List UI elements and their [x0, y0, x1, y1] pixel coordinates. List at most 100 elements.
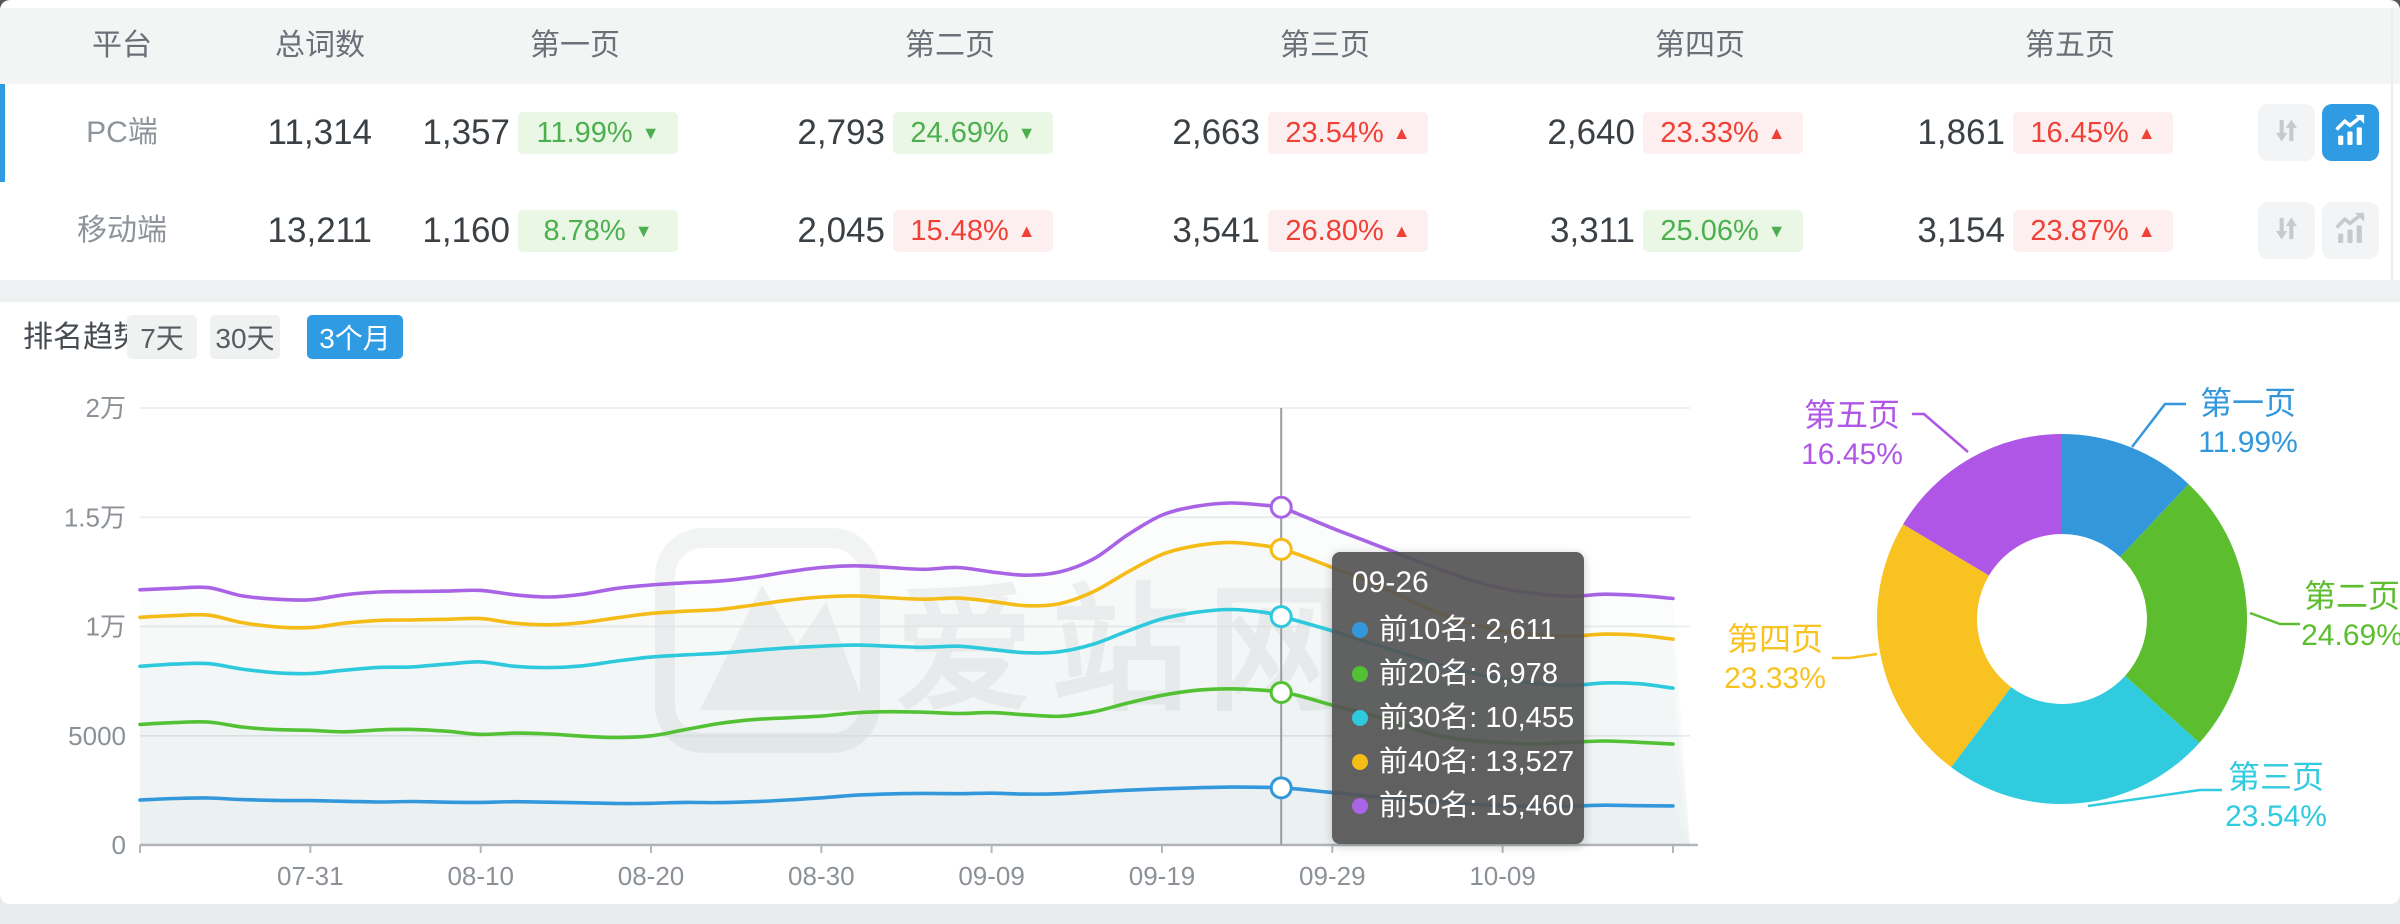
y-axis-tick-label: 1.5万	[64, 502, 126, 532]
tab-range-30天[interactable]: 30天	[210, 315, 280, 359]
column-header: 第一页	[530, 29, 620, 62]
percent-value: 11.99%	[536, 116, 633, 149]
donut-label-percent: 24.69%	[2301, 619, 2400, 653]
tooltip-series-value: 前30名: 10,455	[1379, 702, 1575, 734]
arrow-up-icon: ▲	[2137, 221, 2156, 241]
arrow-down-icon: ▼	[1767, 221, 1786, 241]
trend-section-title: 排名趋势	[23, 321, 143, 354]
donut-label-percent: 23.33%	[1724, 662, 1826, 696]
section-divider	[0, 280, 2400, 302]
tab-range-7天[interactable]: 7天	[127, 315, 197, 359]
donut-leader-line	[1832, 652, 1878, 660]
page-distribution-donut-chart[interactable]	[1680, 350, 2400, 904]
trend-chart-icon	[2334, 212, 2367, 250]
donut-slice-第五页	[1903, 434, 2062, 576]
sort-arrows-button[interactable]	[2258, 202, 2315, 259]
page-count-value: 2,045	[797, 211, 885, 250]
page-count-value: 3,311	[1550, 211, 1635, 250]
sort-arrows-button[interactable]	[2258, 104, 2315, 161]
percent-change-badge: 26.80% ▲	[1268, 210, 1428, 252]
x-axis-tick-label: 08-20	[618, 861, 685, 891]
arrow-up-icon: ▲	[1767, 123, 1786, 143]
hover-marker	[1269, 681, 1293, 704]
tooltip-series-value: 前40名: 13,527	[1379, 746, 1575, 778]
dashboard-panel: 平台 总词数 第一页 第二页 第三页 第四页 第五页 PC端 11,314 1,357 11.99…	[0, 8, 2400, 904]
donut-label-name: 第四页	[1726, 621, 1823, 657]
x-axis-tick-label: 10-09	[1469, 861, 1536, 891]
x-axis-tick-label: 07-31	[277, 861, 344, 891]
tooltip-series-row: 前30名: 10,455	[1352, 696, 1574, 740]
donut-leader-line	[1912, 412, 1969, 453]
page-count-value: 1,160	[422, 211, 510, 250]
trend-chart-button[interactable]	[2322, 202, 2379, 259]
page-count-value: 1,861	[1917, 113, 2005, 152]
selected-row-indicator	[0, 84, 5, 182]
percent-value: 25.06%	[1660, 214, 1759, 247]
percent-change-badge: 11.99% ▼	[518, 112, 678, 154]
x-axis-tick-label: 09-29	[1299, 861, 1366, 891]
donut-leader-line	[2249, 611, 2300, 626]
donut-label-第五页: 第五页 16.45%	[1801, 397, 1903, 471]
percent-value: 15.48%	[910, 214, 1009, 247]
donut-slice-第三页	[1951, 675, 2200, 805]
series-dot-icon	[1352, 798, 1368, 814]
percent-change-badge: 8.78% ▼	[518, 210, 678, 252]
sort-arrows-icon	[2271, 213, 2302, 249]
percent-value: 23.87%	[2030, 214, 2129, 247]
page-count-value: 1,357	[422, 113, 510, 152]
x-axis-tick-label: 09-19	[1129, 861, 1196, 891]
tooltip-series-row: 前20名: 6,978	[1352, 652, 1564, 696]
page-count-value: 2,640	[1547, 113, 1635, 152]
page-count-value: 3,154	[1917, 211, 2005, 250]
trend-chart-button[interactable]	[2322, 104, 2379, 161]
donut-label-第二页: 第二页 24.69%	[2301, 578, 2400, 653]
percent-change-badge: 23.87% ▲	[2013, 210, 2173, 252]
arrow-up-icon: ▲	[2137, 123, 2156, 143]
percent-value: 23.54%	[1285, 116, 1384, 149]
donut-leader-line	[2131, 402, 2186, 448]
y-axis-tick-label: 0	[112, 830, 126, 860]
column-header: 第二页	[905, 29, 995, 62]
column-header: 第三页	[1280, 29, 1370, 62]
column-header: 平台	[92, 29, 152, 62]
tooltip-series-row: 前10名: 2,611	[1352, 608, 1564, 652]
column-header: 总词数	[275, 29, 365, 62]
series-dot-icon	[1352, 710, 1368, 726]
table-row[interactable]: 移动端 13,211 1,160 8.78% ▼ 2,045 15.48% ▲ 3,541 26.…	[0, 182, 2400, 280]
y-axis-tick-label: 1万	[86, 612, 126, 642]
table-header: 平台 总词数 第一页 第二页 第三页 第四页 第五页	[0, 8, 2400, 84]
platform-label: 移动端	[77, 214, 167, 247]
column-header: 第五页	[2025, 29, 2115, 62]
tooltip-series-value: 前50名: 15,460	[1379, 790, 1575, 822]
donut-slice-第二页	[2120, 484, 2248, 743]
donut-leader-line	[2087, 788, 2222, 808]
tab-range-3个月[interactable]: 3个月	[307, 315, 403, 359]
donut-label-第一页: 第一页 11.99%	[2198, 385, 2298, 460]
percent-change-badge: 23.54% ▲	[1268, 112, 1428, 154]
arrow-down-icon: ▼	[641, 123, 660, 143]
trend-line-chart[interactable]: 爱站网050001万1.5万2万07-3108-1008-2008-3009-0…	[0, 380, 1760, 904]
x-axis-tick-label: 09-09	[958, 861, 1025, 891]
donut-slice-第一页	[2062, 434, 2189, 557]
table-row[interactable]: PC端 11,314 1,357 11.99% ▼ 2,793 24.69% ▼ 2,663 23…	[0, 84, 2400, 184]
hover-marker	[1269, 537, 1293, 561]
donut-label-percent: 11.99%	[2198, 426, 2298, 460]
donut-label-第四页: 第四页 23.33%	[1724, 621, 1826, 696]
chart-tooltip: 09-26 前10名: 2,611 前20名: 6,978 前30名: 10,455…	[1332, 552, 1584, 844]
y-axis-tick-label: 2万	[86, 393, 126, 423]
percent-change-badge: 24.69% ▼	[893, 112, 1053, 154]
tooltip-series-row: 前50名: 15,460	[1352, 784, 1574, 828]
percent-value: 24.69%	[910, 116, 1009, 149]
page-count-value: 2,793	[797, 113, 885, 152]
tooltip-date: 09-26	[1352, 566, 1429, 599]
column-header: 第四页	[1655, 29, 1745, 62]
tooltip-series-row: 前40名: 13,527	[1352, 740, 1574, 784]
total-keywords-value: 11,314	[267, 113, 372, 152]
hover-marker	[1269, 605, 1293, 629]
donut-label-name: 第五页	[1803, 397, 1900, 433]
sort-arrows-icon	[2271, 115, 2302, 151]
table-right-divider	[2391, 8, 2393, 280]
percent-value: 23.33%	[1660, 116, 1759, 149]
donut-canvas	[1832, 402, 2300, 808]
donut-label-name: 第二页	[2303, 578, 2400, 614]
